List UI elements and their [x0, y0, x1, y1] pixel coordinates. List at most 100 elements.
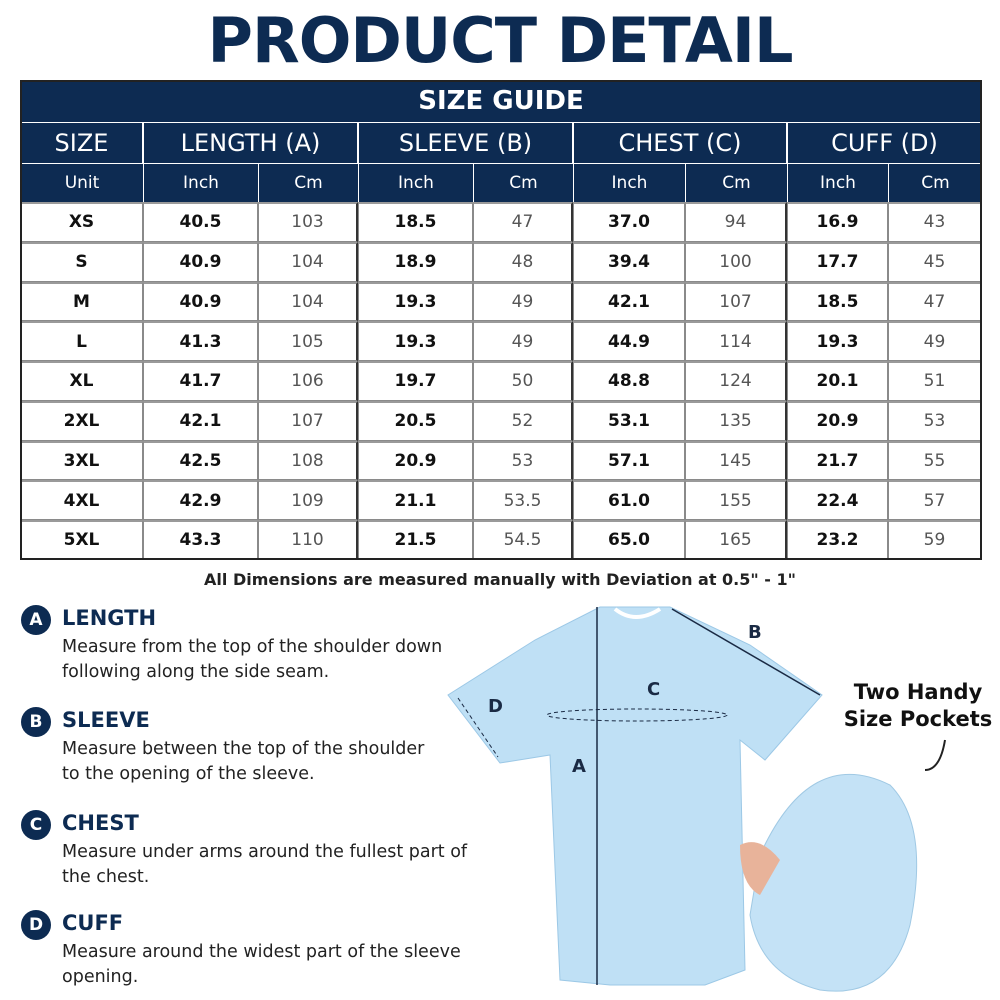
measurement-name: CUFF: [62, 911, 124, 935]
measurement-list: A LENGTH Measure from the top of the shoul…: [0, 600, 470, 1000]
table-cell: 57.1: [573, 440, 685, 481]
unit-header: Inch: [787, 163, 888, 202]
table-cell: 43: [888, 202, 982, 242]
table-cell: 53.5: [473, 480, 573, 520]
unit-header: Cm: [888, 163, 982, 202]
column-header: LENGTH (A): [143, 122, 358, 163]
table-cell: 106: [258, 361, 358, 401]
letter-badge: A: [21, 605, 51, 635]
table-cell: 55: [888, 440, 982, 481]
measurement-desc: to the opening of the sleeve.: [62, 764, 315, 784]
table-cell: 23.2: [787, 520, 888, 560]
table-cell: 65.0: [573, 520, 685, 560]
table-cell: XL: [20, 361, 143, 401]
table-cell: 22.4: [787, 480, 888, 520]
table-cell: 57: [888, 480, 982, 520]
table-cell: 16.9: [787, 202, 888, 242]
note: All Dimensions are measured manually wit…: [204, 570, 796, 589]
pockets-text: Two Handy: [854, 680, 983, 704]
table-cell: S: [20, 241, 143, 282]
table-cell: 19.3: [358, 321, 473, 361]
unit-header: Inch: [573, 163, 685, 202]
label-d: D: [488, 696, 503, 717]
table-cell: 50: [473, 361, 573, 401]
size-table: SIZE GUIDE SIZE LENGTH (A) SLEEVE (B) CHEST …: [20, 80, 982, 560]
measurement-desc: the chest.: [62, 867, 150, 887]
measurement-desc: Measure between the top of the shoulder: [62, 739, 425, 759]
table-cell: 37.0: [573, 202, 685, 242]
table-cell: 94: [685, 202, 787, 242]
unit-header: Inch: [358, 163, 473, 202]
table-cell: 19.7: [358, 361, 473, 401]
pockets-text: Size Pockets: [844, 707, 993, 731]
table-cell: 3XL: [20, 440, 143, 481]
table-cell: 43.3: [143, 520, 258, 560]
table-cell: 59: [888, 520, 982, 560]
letter-badge: C: [21, 810, 51, 840]
table-cell: 39.4: [573, 241, 685, 282]
table-cell: 114: [685, 321, 787, 361]
table-cell: 42.1: [143, 400, 258, 441]
table-cell: 19.3: [787, 321, 888, 361]
table-cell: 20.5: [358, 400, 473, 441]
column-header: SIZE: [20, 122, 143, 163]
table-cell: 41.7: [143, 361, 258, 401]
shirt: [447, 606, 823, 986]
table-cell: 2XL: [20, 400, 143, 441]
unit-header: Inch: [143, 163, 258, 202]
table-cell: 18.5: [358, 202, 473, 242]
unit-header: Cm: [473, 163, 573, 202]
table-cell: 47: [888, 281, 982, 322]
column-header: SLEEVE (B): [358, 122, 573, 163]
table-cell: 47: [473, 202, 573, 242]
table-cell: 18.9: [358, 241, 473, 282]
table-cell: M: [20, 281, 143, 322]
table-cell: 165: [685, 520, 787, 560]
table-cell: 51: [888, 361, 982, 401]
table-cell: 135: [685, 400, 787, 441]
table-cell: XS: [20, 202, 143, 242]
table-cell: 53: [888, 400, 982, 441]
table-cell: 48: [473, 241, 573, 282]
table-cell: 103: [258, 202, 358, 242]
table-cell: 105: [258, 321, 358, 361]
shirt-diagram: Two Handy Size Pockets A B C D: [447, 606, 993, 992]
measurement-name: LENGTH: [62, 606, 157, 630]
table-cell: 40.5: [143, 202, 258, 242]
column-header: CHEST (C): [573, 122, 787, 163]
table-cell: 40.9: [143, 241, 258, 282]
measurement-desc: Measure under arms around the fullest pa…: [62, 842, 468, 862]
unit-header: Cm: [258, 163, 358, 202]
table-cell: 107: [258, 400, 358, 441]
column-header: CUFF (D): [787, 122, 982, 163]
table-cell: 49: [888, 321, 982, 361]
table-cell: 124: [685, 361, 787, 401]
table-cell: 49: [473, 321, 573, 361]
table-cell: 53.1: [573, 400, 685, 441]
table-cell: 104: [258, 241, 358, 282]
table-cell: 109: [258, 480, 358, 520]
measurement-name: SLEEVE: [62, 708, 150, 732]
measurement-desc: Measure around the widest part of the sl…: [62, 942, 461, 962]
table-cell: 41.3: [143, 321, 258, 361]
table-cell: 20.9: [787, 400, 888, 441]
table-cell: 42.1: [573, 281, 685, 322]
table-cell: 110: [258, 520, 358, 560]
line-c: [546, 708, 728, 722]
unit-header: Cm: [685, 163, 787, 202]
table-cell: 42.5: [143, 440, 258, 481]
arrow: [924, 739, 946, 771]
table-cell: 61.0: [573, 480, 685, 520]
label-c: C: [647, 679, 660, 700]
table-cell: 100: [685, 241, 787, 282]
table-cell: 20.9: [358, 440, 473, 481]
line-b: [671, 608, 821, 696]
table-cell: 20.1: [787, 361, 888, 401]
table-cell: 42.9: [143, 480, 258, 520]
table-cell: 52: [473, 400, 573, 441]
table-cell: 21.1: [358, 480, 473, 520]
letter-badge: B: [21, 707, 51, 737]
table-cell: 4XL: [20, 480, 143, 520]
table-cell: 107: [685, 281, 787, 322]
